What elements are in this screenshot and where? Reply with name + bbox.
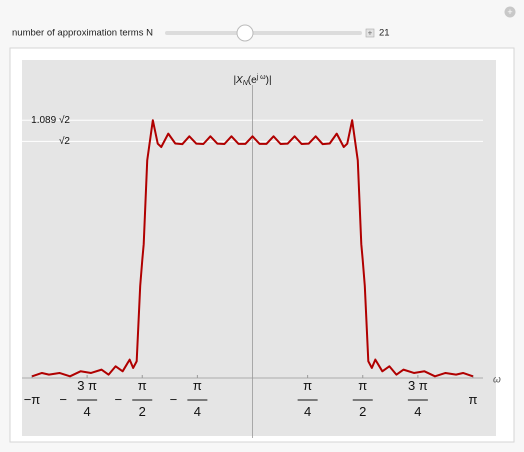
curve bbox=[31, 119, 474, 378]
expand-icon: + bbox=[368, 29, 373, 38]
options-icon: + bbox=[507, 7, 512, 17]
control-label: number of approximation terms N bbox=[12, 28, 153, 39]
x-axis-label: ω bbox=[493, 375, 501, 386]
y-tick-label: √2 bbox=[59, 135, 70, 147]
x-tick-label: π bbox=[469, 392, 478, 407]
x-tick-label: −π bbox=[24, 392, 41, 407]
y-axis-label-part: j ω bbox=[256, 74, 267, 81]
slider-thumb[interactable] bbox=[236, 24, 254, 42]
slider-track[interactable] bbox=[165, 31, 362, 35]
y-axis-label-part: |X bbox=[233, 75, 243, 86]
x-tick-label: −π 2 bbox=[114, 378, 146, 419]
y-tick-label: 1.089 √2 bbox=[31, 114, 70, 126]
y-axis-label-part: )| bbox=[266, 75, 272, 86]
x-tick-label: −π 4 bbox=[170, 378, 202, 419]
expand-button[interactable] bbox=[365, 28, 375, 38]
options-button[interactable] bbox=[504, 6, 516, 18]
y-axis-label: |XN(ej ω)| bbox=[233, 74, 271, 87]
control-value: 21 bbox=[379, 28, 390, 39]
y-axis-label-part: (e bbox=[248, 75, 257, 86]
y-axis-label-part: N bbox=[243, 80, 249, 87]
